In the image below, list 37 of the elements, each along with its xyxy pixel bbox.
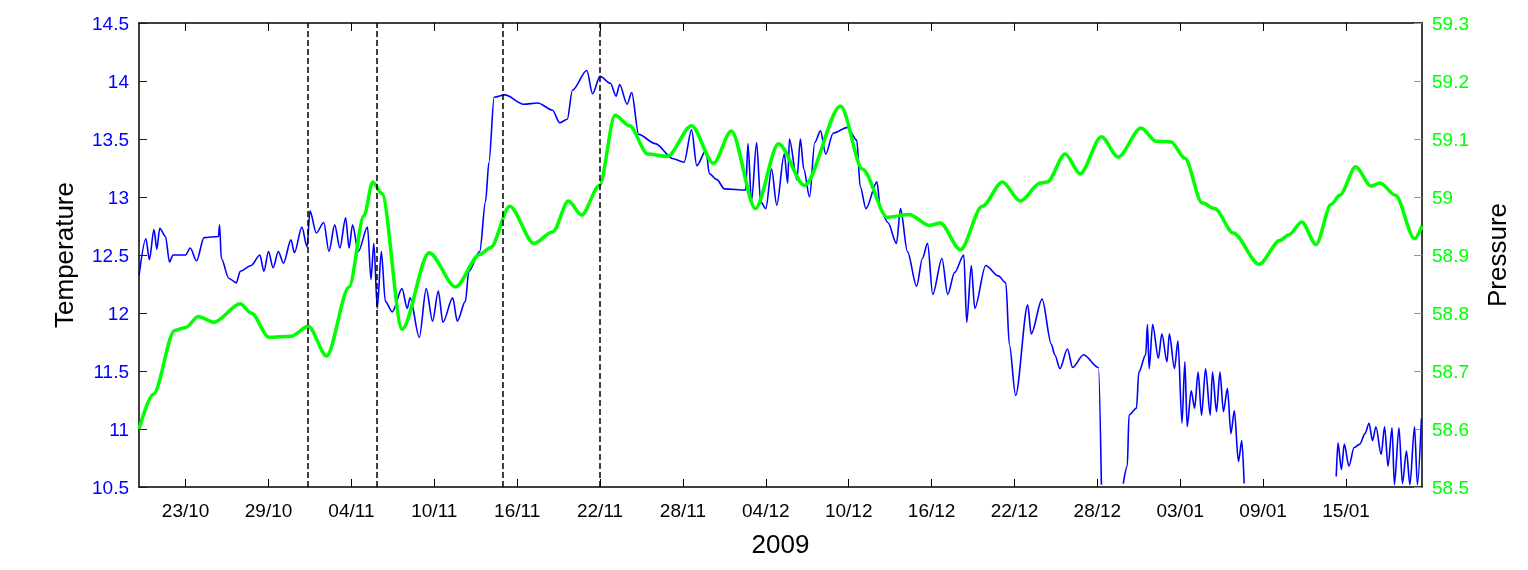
y-tick-label: 14.5 <box>92 12 129 34</box>
y-tick-label: 14 <box>107 70 130 92</box>
y-tick-label: 13.5 <box>92 128 129 150</box>
y2-tick-label: 58.7 <box>1432 360 1469 382</box>
y-tick-label: 12 <box>107 302 129 324</box>
x-tick-label: 10/12 <box>824 500 873 521</box>
y-tick-label: 11.5 <box>93 360 129 382</box>
x-tick-label: 23/10 <box>161 500 210 521</box>
y-tick-label: 11 <box>109 418 129 440</box>
x-tick-label: 04/12 <box>742 500 790 521</box>
y-tick-label: 12.5 <box>92 244 129 266</box>
x-tick-label: 28/11 <box>659 500 707 521</box>
y2-tick-label: 58.8 <box>1432 302 1469 324</box>
x-tick-label: 03/01 <box>1156 500 1205 521</box>
x-axis-title: 2009 <box>751 529 810 559</box>
x-tick-label: 28/12 <box>1073 500 1122 521</box>
y2-tick-label: 59.3 <box>1432 12 1469 34</box>
y2-tick-label: 58.9 <box>1432 244 1469 266</box>
x-tick-label: 29/10 <box>244 500 293 521</box>
y2-tick-label: 58.6 <box>1432 418 1469 440</box>
y-tick-label: 10.5 <box>92 476 129 498</box>
x-tick-label: 16/11 <box>494 500 541 521</box>
line-series <box>137 104 1424 431</box>
x-tick-label: 04/11 <box>328 500 375 521</box>
y2-tick-label: 59.1 <box>1432 128 1469 150</box>
y2-axis-title: Pressure <box>1482 202 1512 308</box>
y-tick-label: 13 <box>107 186 129 208</box>
x-tick-label: 22/11 <box>576 500 624 521</box>
x-tick-label: 10/11 <box>411 500 458 521</box>
y2-tick-label: 59.2 <box>1432 70 1469 92</box>
y-axis-title: Temperature <box>49 182 79 328</box>
x-tick-label: 22/12 <box>990 500 1039 521</box>
y2-tick-label: 58.5 <box>1432 476 1469 498</box>
y2-tick-label: 59 <box>1432 186 1454 208</box>
x-tick-label: 15/01 <box>1322 500 1370 521</box>
x-tick-label: 09/01 <box>1239 500 1287 521</box>
x-tick-label: 16/12 <box>907 500 956 521</box>
